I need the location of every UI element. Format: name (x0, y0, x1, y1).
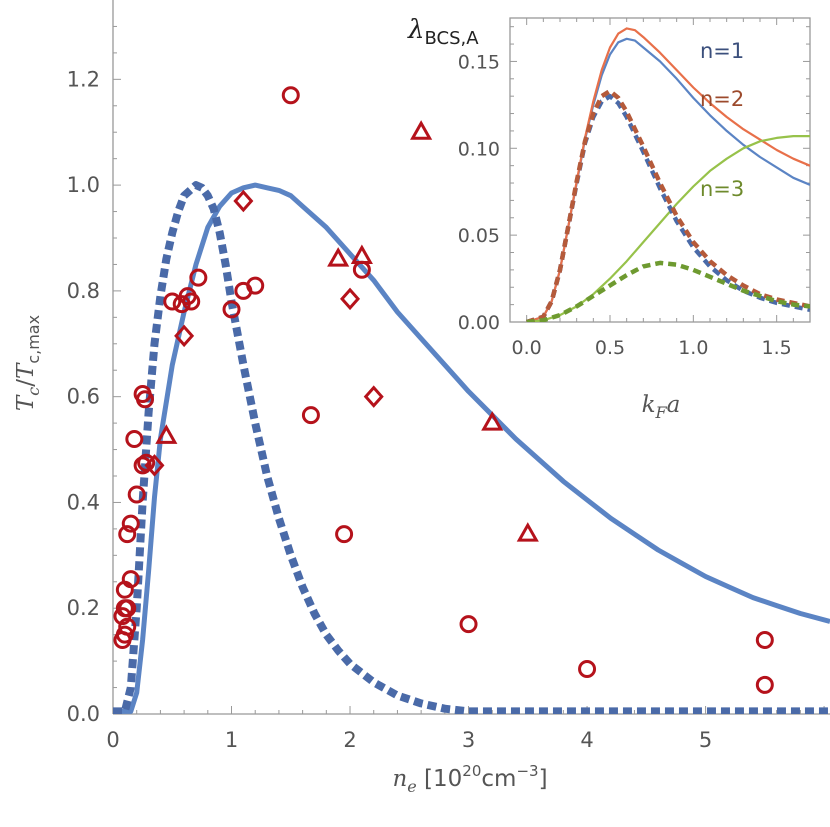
circle-marker (118, 617, 137, 636)
diamond-marker (233, 189, 254, 213)
circle-marker (137, 453, 156, 472)
circle-marker (335, 525, 354, 544)
diamond-marker (340, 287, 361, 311)
legend-label-n2: n=2 (700, 87, 744, 111)
n2-dashed-line (526, 88, 810, 322)
circle-marker (755, 675, 774, 694)
circle-marker (189, 268, 208, 287)
y-axis-title: Tc/Tc,max (13, 315, 43, 411)
y-tick-label: 1.0 (67, 173, 100, 197)
circle-marker (578, 660, 597, 679)
y-tick-label: 1.2 (67, 67, 100, 91)
n3-solid-line (526, 135, 810, 322)
inset-title: λBCS,A (407, 15, 479, 49)
diamond-marker (174, 324, 195, 348)
legend-label-n3: n=3 (700, 177, 744, 201)
y-tick-label: 0.0 (67, 702, 100, 726)
circle-marker (163, 292, 182, 311)
circle-marker (182, 292, 201, 311)
inset-series (526, 27, 810, 322)
circle-marker (301, 406, 320, 425)
diamond-marker (144, 454, 165, 477)
circle-marker (755, 630, 774, 649)
circle-marker (281, 86, 300, 105)
x-axis-title: ne [1020cm−3] (392, 762, 547, 796)
inset-y-tick-label: 0.15 (458, 51, 500, 73)
circle-marker (118, 599, 137, 618)
main-plot-series (113, 86, 830, 714)
inset-x-tick-label: 0.0 (512, 337, 542, 359)
circle-marker (125, 429, 144, 448)
triangle-marker (481, 411, 504, 431)
main-axis-labels: 0 1 2 3 4 5 0.0 0.2 0.4 0.6 0.8 1.0 1.2 ne [1020cm−3]… (13, 67, 712, 796)
inset-frame (509, 17, 811, 323)
circle-marker (115, 625, 134, 644)
main-series-clip (113, 181, 830, 714)
triangle-marker (410, 120, 433, 140)
circle-marker (127, 485, 146, 504)
x-tick-label: 0 (106, 728, 119, 752)
inset-x-tick-label: 1.0 (678, 337, 708, 359)
inset-x-axis-title: kFa (642, 392, 681, 422)
circle-marker (121, 570, 140, 589)
inset-y-tick-label: 0.10 (458, 138, 500, 160)
theory-dashed-line (113, 181, 830, 714)
diamond-marker (363, 385, 384, 408)
circle-marker (133, 385, 152, 404)
triangle-marker (516, 522, 539, 542)
y-tick-label: 0.2 (67, 596, 100, 620)
y-tick-label: 0.4 (67, 490, 100, 514)
x-tick-label: 3 (462, 728, 475, 752)
triangle-marker (155, 424, 178, 444)
inset-x-tick-label: 0.5 (595, 337, 625, 359)
theory-solid-line (113, 182, 830, 714)
triangle-marker (327, 247, 350, 267)
inset-y-tick-label: 0.00 (458, 312, 500, 334)
x-tick-label: 1 (225, 728, 238, 752)
legend-label-n1: n=1 (700, 39, 744, 63)
circle-marker (222, 300, 241, 319)
y-tick-label: 0.6 (67, 385, 100, 409)
circle-marker (459, 615, 478, 634)
y-tick-label: 0.8 (67, 279, 100, 303)
inset-x-tick-label: 1.5 (762, 337, 792, 359)
n3-dashed-line (526, 260, 810, 322)
x-tick-label: 2 (343, 728, 356, 752)
x-tick-label: 5 (699, 728, 712, 752)
x-tick-label: 4 (580, 728, 593, 752)
triangle-marker (350, 244, 373, 265)
circle-marker (246, 276, 265, 295)
inset-y-tick-label: 0.05 (458, 225, 500, 247)
circle-marker (121, 514, 140, 533)
circle-marker (118, 525, 137, 544)
